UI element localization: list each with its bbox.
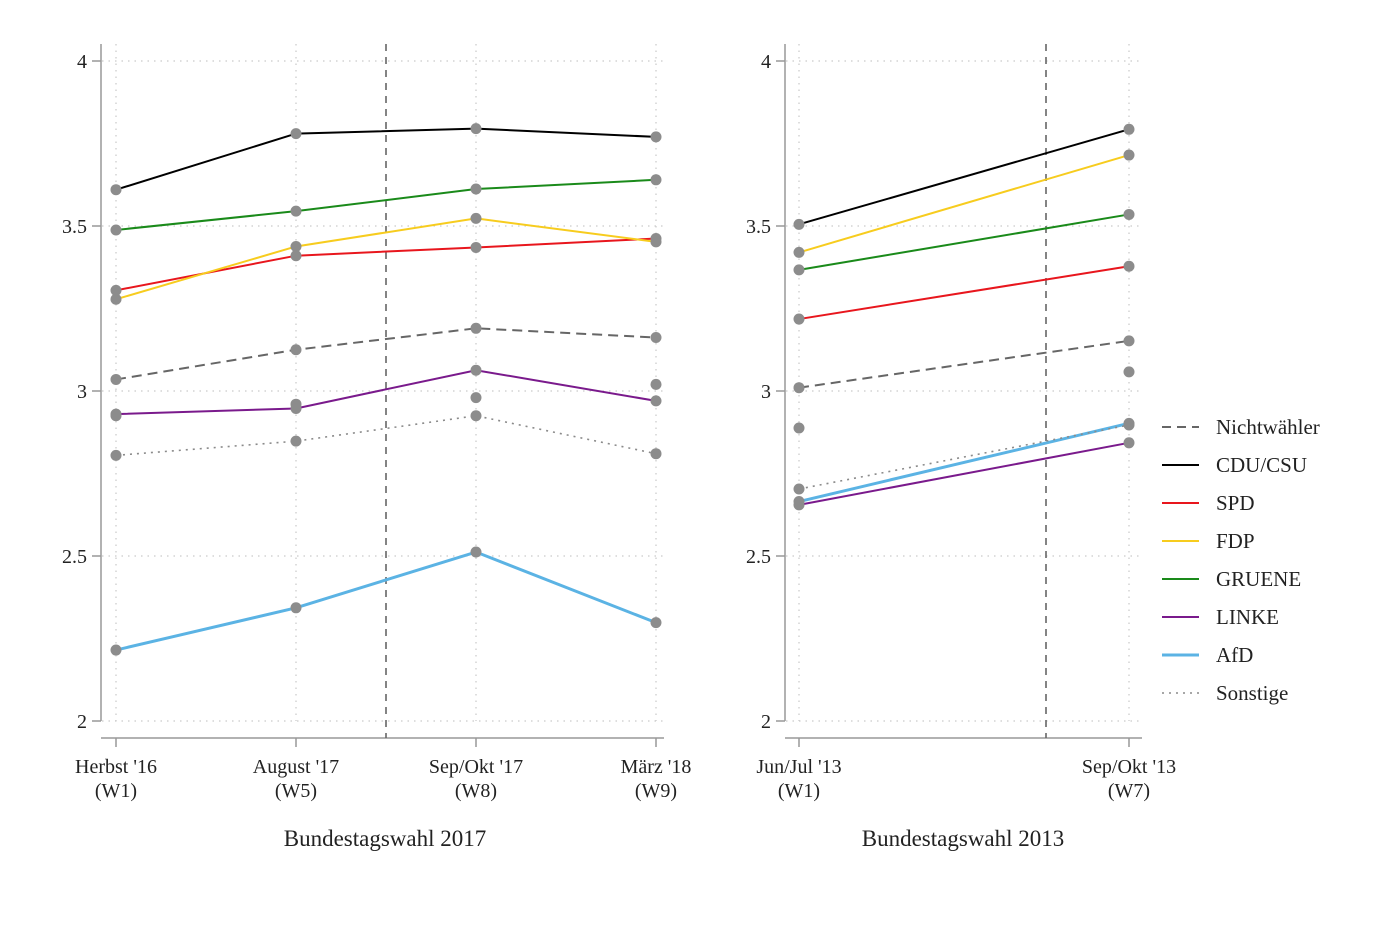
data-point-nichtw-hler [793, 422, 805, 434]
x-tick-label: Sep/Okt '13 [1082, 756, 1176, 778]
data-point-linke [650, 395, 662, 407]
legend-label-nichtw-hler: Nichtwähler [1216, 415, 1320, 439]
x-tick-sublabel: (W8) [455, 780, 497, 802]
data-point-nichtw-hler [793, 382, 805, 394]
y-tick-label: 3 [761, 381, 771, 403]
series-line-nichtw-hler [115, 327, 657, 381]
data-point-cdu-csu [793, 218, 805, 230]
x-tick-sublabel: (W1) [95, 780, 137, 802]
data-point-cdu-csu [650, 131, 662, 143]
data-point-afd [110, 644, 122, 656]
data-point-afd [290, 602, 302, 614]
series-line-linke [115, 369, 657, 416]
panel-title: Bundestagswahl 2017 [284, 826, 487, 851]
legend-label-sonstige: Sonstige [1216, 681, 1288, 705]
data-point-cdu-csu [290, 128, 302, 140]
data-point-gruene [290, 205, 302, 217]
data-point-sonstige [793, 483, 805, 495]
data-point-nichtw-hler [1123, 366, 1135, 378]
data-point-fdp [1123, 149, 1135, 161]
legend: Nichtwähler CDU/CSU SPD FDP GRUENE LINKE AfD So… [1162, 415, 1320, 705]
data-point-nichtw-hler [290, 344, 302, 356]
x-tick-sublabel: (W7) [1108, 780, 1150, 802]
data-point-afd [793, 496, 805, 508]
data-point-gruene [110, 224, 122, 236]
data-point-sonstige [470, 410, 482, 422]
x-tick-label: August '17 [253, 756, 339, 778]
data-point-linke [470, 364, 482, 376]
data-point-cdu-csu [110, 184, 122, 196]
data-point-spd [1123, 260, 1135, 272]
legend-label-afd: AfD [1216, 643, 1253, 667]
x-tick-sublabel: (W1) [778, 780, 820, 802]
data-point-gruene [650, 174, 662, 186]
data-point-linke [110, 410, 122, 422]
x-tick-label: Jun/Jul '13 [756, 756, 841, 778]
x-tick-label: März '18 [621, 756, 692, 778]
x-tick-label: Herbst '16 [75, 756, 157, 778]
panel-bundestagswahl-2013: 2 2.5 3 3.5 4 Jun/Jul '13(W1) Sep/Okt '13(W7) B… [746, 44, 1176, 851]
data-point-sonstige [650, 448, 662, 460]
data-point-spd [110, 284, 122, 296]
data-point-nichtw-hler [110, 373, 122, 385]
series-line-cdu-csu [798, 128, 1130, 226]
y-tick-label: 2 [77, 711, 87, 733]
y-tick-label: 4 [761, 51, 771, 73]
data-point-cdu-csu [1123, 123, 1135, 135]
data-point-sonstige [110, 449, 122, 461]
data-point-linke [290, 398, 302, 410]
data-point-fdp [650, 236, 662, 248]
series-line-gruene [798, 213, 1130, 271]
legend-label-fdp: FDP [1216, 529, 1255, 553]
series-line-afd [798, 421, 1130, 504]
series-line-fdp [798, 154, 1130, 254]
y-tick-label: 4 [77, 51, 87, 73]
data-point-fdp [290, 240, 302, 252]
y-tick-label: 2 [761, 711, 771, 733]
data-point-nichtw-hler [650, 378, 662, 390]
data-point-nichtw-hler [650, 332, 662, 344]
data-point-afd [650, 617, 662, 629]
panel-bundestagswahl-2017: 2 2.5 3 3.5 4 Herbst '16(W1) August '17(W5) Sep… [62, 44, 691, 851]
data-point-linke [1123, 437, 1135, 449]
data-point-nichtw-hler [1123, 335, 1135, 347]
data-point-sonstige [290, 435, 302, 447]
x-tick-label: Sep/Okt '17 [429, 756, 523, 778]
legend-label-linke: LINKE [1216, 605, 1279, 629]
series-line-nichtw-hler [798, 339, 1130, 389]
data-point-linke [470, 392, 482, 404]
panel-title: Bundestagswahl 2013 [862, 826, 1065, 851]
series-line-gruene [115, 178, 657, 231]
series-line-sonstige [798, 424, 1130, 490]
data-point-fdp [793, 246, 805, 258]
data-point-gruene [793, 264, 805, 276]
x-tick-sublabel: (W9) [635, 780, 677, 802]
series-line-cdu-csu [115, 127, 657, 191]
x-tick-sublabel: (W5) [275, 780, 317, 802]
legend-label-gruene: GRUENE [1216, 567, 1301, 591]
y-tick-label: 2.5 [62, 546, 87, 568]
series-line-afd [115, 550, 657, 652]
legend-label-cdu-csu: CDU/CSU [1216, 453, 1307, 477]
series-line-linke [798, 441, 1130, 506]
data-point-afd [470, 546, 482, 558]
y-tick-label: 3.5 [62, 216, 87, 238]
data-point-spd [470, 241, 482, 253]
data-point-gruene [1123, 208, 1135, 220]
data-point-spd [793, 313, 805, 325]
y-tick-label: 2.5 [746, 546, 771, 568]
series-line-fdp [115, 217, 657, 301]
data-point-fdp [470, 212, 482, 224]
y-tick-label: 3.5 [746, 216, 771, 238]
data-point-fdp [110, 293, 122, 305]
series-line-spd [798, 265, 1130, 321]
y-tick-label: 3 [77, 381, 87, 403]
data-point-spd [290, 250, 302, 262]
data-point-cdu-csu [470, 123, 482, 135]
data-point-sonstige [1123, 419, 1135, 431]
legend-label-spd: SPD [1216, 491, 1255, 515]
data-point-gruene [470, 183, 482, 195]
data-point-nichtw-hler [470, 322, 482, 334]
